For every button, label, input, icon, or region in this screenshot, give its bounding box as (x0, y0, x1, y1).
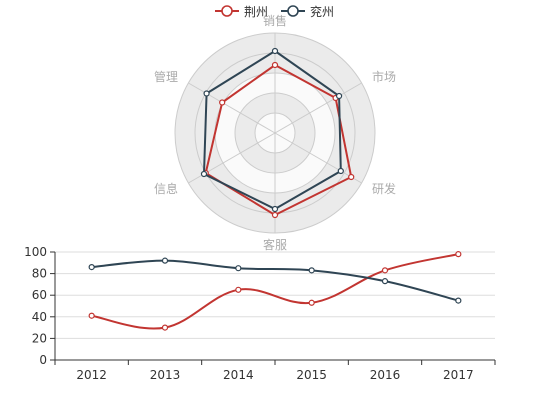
line-chart: 0 20 40 60 80 100 2012 2013 2014 2015 2016 2017 (24, 245, 496, 382)
radar-series (200, 47, 355, 219)
legend-item-yanzhou[interactable]: 兖州 (281, 4, 334, 19)
line-point (455, 251, 462, 258)
y-tick-label: 60 (32, 288, 47, 302)
x-tick-label: 2016 (370, 368, 401, 382)
line-axes: 2012 2013 2014 2015 2016 2017 (50, 251, 496, 382)
line-point (308, 267, 315, 274)
legend-label-jingzhou: 荆州 (244, 5, 268, 19)
radar-point (335, 92, 343, 100)
radar-point (200, 170, 208, 178)
x-tick-label: 2014 (223, 368, 254, 382)
radar-point (337, 167, 344, 175)
radar-indicator-label: 销售 (263, 13, 287, 28)
line-series-path (91, 259, 459, 302)
line-grid: 0 20 40 60 80 100 (24, 245, 495, 367)
radar-axis-line (274, 132, 362, 184)
line-point (161, 257, 169, 264)
legend-label-yanzhou: 兖州 (310, 4, 334, 19)
y-tick-label: 100 (24, 245, 47, 259)
radar-indicator-label: 市场 (372, 69, 396, 84)
y-tick-label: 0 (39, 353, 47, 367)
x-tick-label: 2013 (150, 368, 181, 382)
legend-item-jingzhou[interactable]: 荆州 (215, 5, 268, 19)
radar-point (219, 99, 226, 106)
line-point (235, 286, 242, 293)
radar-axis-line (188, 82, 276, 134)
y-tick-label: 80 (32, 267, 47, 281)
line-series (88, 251, 462, 331)
line-point (308, 299, 315, 306)
line-point (381, 278, 389, 285)
line-point (88, 264, 95, 271)
x-tick-label: 2017 (443, 368, 474, 382)
radar-point (203, 90, 210, 97)
line-point (88, 312, 95, 319)
x-tick-label: 2015 (296, 368, 327, 382)
radar-axis-line (274, 82, 362, 134)
x-tick-label: 2012 (76, 368, 107, 382)
y-tick-label: 40 (32, 310, 47, 324)
line-series-path (91, 253, 459, 330)
line-point (455, 297, 462, 304)
radar-indicator-label: 研发 (372, 181, 396, 196)
radar-point (271, 61, 279, 69)
radar-point (271, 205, 279, 213)
radar-point (271, 47, 279, 55)
radar-point (271, 211, 279, 219)
radar-point (348, 173, 355, 181)
radar-indicator-label: 客服 (263, 237, 287, 252)
legend-marker-yanzhou (287, 5, 299, 17)
legend-marker-jingzhou (221, 5, 233, 17)
legend[interactable]: 荆州 兖州 (215, 4, 334, 19)
line-point (235, 265, 242, 272)
line-point (381, 267, 389, 274)
radar-indicator-label: 信息 (154, 181, 178, 196)
radar-indicator-label: 管理 (154, 69, 178, 84)
y-tick-label: 20 (32, 331, 47, 345)
line-point (161, 324, 169, 331)
